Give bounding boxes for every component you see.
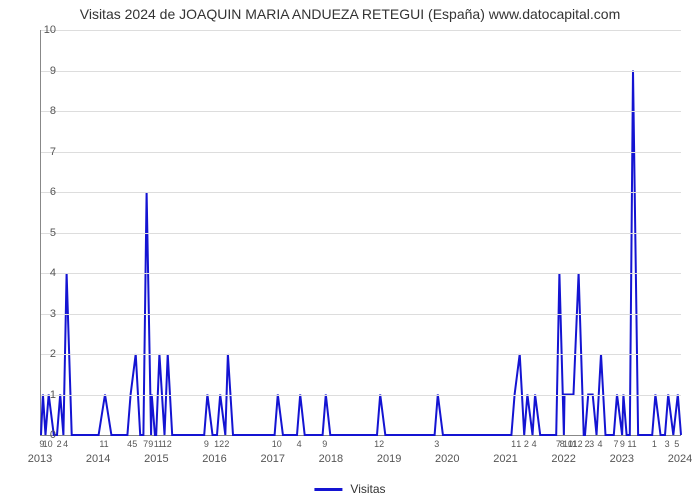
x-tick-year: 2015 (144, 453, 168, 465)
x-tick-minor: 5 (674, 439, 679, 449)
gridline (41, 314, 681, 315)
x-tick-minor: 12 (573, 439, 583, 449)
gridline (41, 71, 681, 72)
x-tick-minor: 9 (148, 439, 153, 449)
x-tick-minor: 3 (434, 439, 439, 449)
x-tick-minor: 10 (272, 439, 282, 449)
gridline (41, 354, 681, 355)
x-tick-year: 2020 (435, 453, 459, 465)
x-tick-minor: 9 (204, 439, 209, 449)
gridline (41, 395, 681, 396)
x-tick-minor: 12 (374, 439, 384, 449)
x-tick-minor: 4 (297, 439, 302, 449)
x-tick-minor: 4 (597, 439, 602, 449)
gridline (41, 152, 681, 153)
gridline (41, 111, 681, 112)
x-tick-minor: 4 (532, 439, 537, 449)
x-tick-minor: 3 (589, 439, 594, 449)
x-tick-minor: 12 (214, 439, 224, 449)
x-tick-year: 2019 (377, 453, 401, 465)
y-tick-label: 10 (36, 24, 56, 36)
x-tick-year: 2024 (668, 453, 692, 465)
x-tick-minor: 10 (43, 439, 53, 449)
y-tick-label: 6 (36, 186, 56, 198)
x-tick-year: 2013 (28, 453, 52, 465)
y-tick-label: 8 (36, 105, 56, 117)
gridline (41, 273, 681, 274)
y-tick-label: 4 (36, 267, 56, 279)
x-tick-minor: 1 (516, 439, 521, 449)
x-tick-year: 2018 (319, 453, 343, 465)
x-tick-minor: 1 (652, 439, 657, 449)
plot-area (40, 30, 681, 436)
x-tick-minor: 2 (57, 439, 62, 449)
x-tick-minor: 11 (627, 439, 636, 449)
y-tick-label: 3 (36, 308, 56, 320)
x-tick-minor: 9 (620, 439, 625, 449)
y-tick-label: 7 (36, 146, 56, 158)
gridline (41, 233, 681, 234)
y-tick-label: 5 (36, 227, 56, 239)
x-tick-minor: 11 (99, 439, 108, 449)
x-tick-minor: 4 (63, 439, 68, 449)
x-tick-year: 2023 (610, 453, 634, 465)
x-tick-minor: 5 (132, 439, 137, 449)
x-tick-year: 2022 (551, 453, 575, 465)
x-tick-year: 2021 (493, 453, 517, 465)
x-tick-year: 2014 (86, 453, 110, 465)
x-tick-year: 2017 (260, 453, 284, 465)
gridline (41, 192, 681, 193)
x-tick-minor: 2 (524, 439, 529, 449)
legend-label: Visitas (350, 482, 385, 496)
x-tick-minor: 12 (162, 439, 172, 449)
chart-title: Visitas 2024 de JOAQUIN MARIA ANDUEZA RE… (0, 0, 700, 22)
legend-line (314, 488, 342, 491)
x-tick-minor: 3 (665, 439, 670, 449)
x-tick-minor: 2 (224, 439, 229, 449)
x-tick-minor: 7 (613, 439, 618, 449)
y-tick-label: 1 (36, 389, 56, 401)
y-tick-label: 9 (36, 65, 56, 77)
x-tick-minor: 9 (322, 439, 327, 449)
legend: Visitas (314, 482, 385, 496)
chart-container: Visitas 2024 de JOAQUIN MARIA ANDUEZA RE… (0, 0, 700, 500)
x-tick-year: 2016 (202, 453, 226, 465)
y-tick-label: 2 (36, 348, 56, 360)
gridline (41, 30, 681, 31)
